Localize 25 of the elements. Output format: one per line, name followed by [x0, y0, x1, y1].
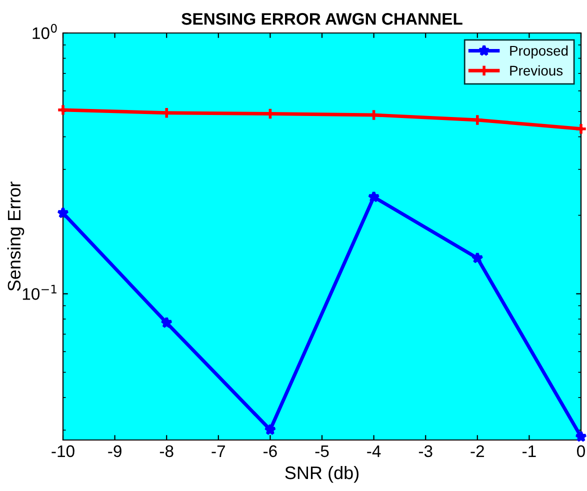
y-axis-title: Sensing Error [7, 182, 24, 291]
x-tick-label: -5 [315, 445, 329, 458]
x-tick-label: -3 [418, 445, 432, 458]
point [368, 190, 380, 202]
x-axis-title: SNR (db) [285, 466, 359, 483]
legend-label: Previous [510, 65, 563, 76]
x-tick-label: 0 [577, 445, 585, 458]
x-tick-label: -6 [264, 445, 277, 458]
point [574, 122, 587, 136]
legend-label: Proposed [510, 46, 568, 58]
x-tick-label: -8 [160, 445, 174, 458]
x-tick-label: -2 [470, 445, 484, 457]
y-tick-label: 10$^{−1}$ [22, 284, 56, 300]
y-tick-label: 10$^{0}$ [32, 24, 57, 40]
point [574, 430, 587, 442]
point [264, 424, 276, 436]
x-tick-label: -4 [367, 445, 381, 457]
chart-title: SENSING ERROR AWGN CHANNEL [182, 13, 462, 25]
x-tick-label: -1 [522, 445, 536, 457]
point [56, 206, 70, 218]
x-tick-label: -9 [108, 445, 122, 458]
x-tick-label: -10 [52, 445, 74, 458]
point [160, 316, 173, 328]
x-tick-label: -7 [212, 445, 225, 457]
point [471, 252, 484, 264]
